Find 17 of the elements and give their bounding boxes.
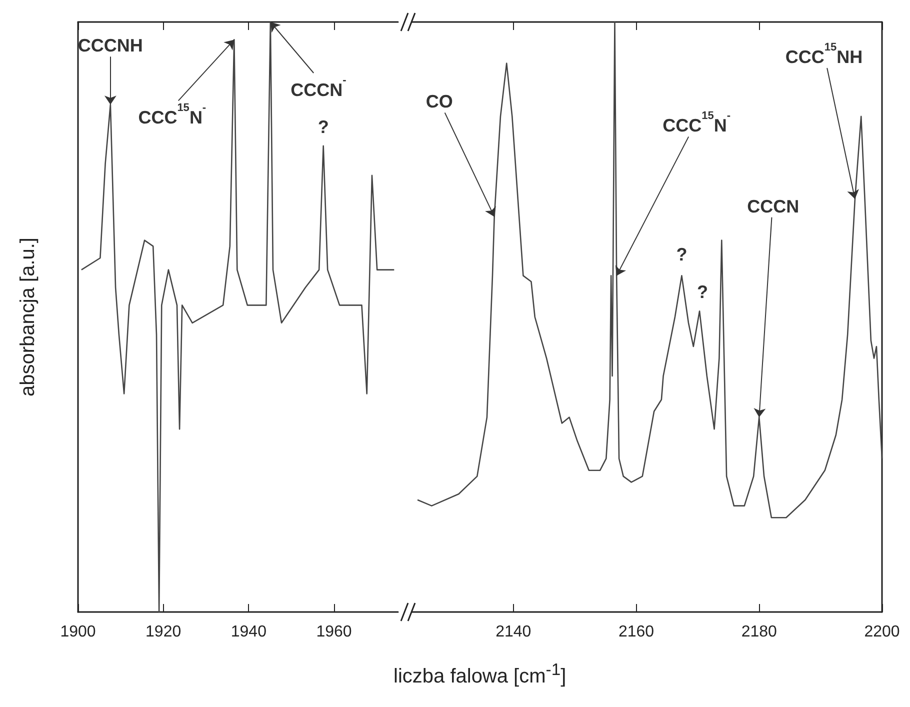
x-tick-label: 2160: [618, 624, 654, 640]
x-tick-label: 2180: [741, 624, 778, 640]
x-tick-label: 1900: [60, 624, 96, 640]
annotation: CCCN-: [290, 74, 347, 100]
x-axis-title: liczba falowa [cm$^{-1}$]: [394, 660, 566, 689]
annotation: ?: [318, 116, 329, 137]
annotation: CCCNH: [78, 36, 143, 56]
y-axis-title: absorbancja [a.u.]: [17, 238, 39, 396]
annotation: CCCN: [747, 196, 800, 216]
annotation: ?: [697, 282, 708, 302]
annotation: ?: [676, 244, 688, 265]
annotation: CO: [426, 92, 453, 112]
x-tick-label: 2200: [864, 624, 900, 640]
x-tick-label: 2140: [496, 624, 532, 640]
x-tick-label: 1920: [146, 624, 182, 640]
x-tick-label: 1940: [230, 624, 267, 640]
x-tick-label: 1960: [316, 624, 352, 640]
